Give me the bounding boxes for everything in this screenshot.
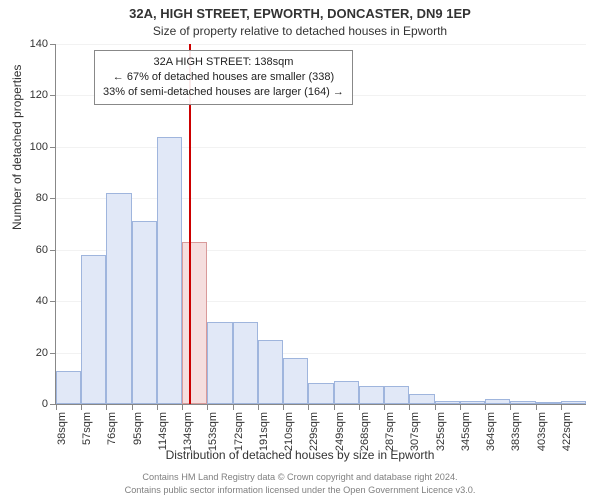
x-tick: [359, 404, 360, 410]
x-tick: [334, 404, 335, 410]
footer: Contains HM Land Registry data © Crown c…: [0, 471, 600, 496]
histogram-bar: [182, 242, 207, 404]
y-tick: [50, 147, 56, 148]
x-tick: [81, 404, 82, 410]
x-tick: [132, 404, 133, 410]
x-tick: [409, 404, 410, 410]
histogram-bar: [359, 386, 384, 404]
x-tick: [207, 404, 208, 410]
x-tick: [258, 404, 259, 410]
y-tick: [50, 44, 56, 45]
chart-subtitle: Size of property relative to detached ho…: [0, 24, 600, 38]
histogram-bar: [409, 394, 434, 404]
chart-title: 32A, HIGH STREET, EPWORTH, DONCASTER, DN…: [0, 6, 600, 21]
y-tick-label: 80: [36, 192, 48, 204]
x-tick: [485, 404, 486, 410]
x-tick: [460, 404, 461, 410]
x-tick: [561, 404, 562, 410]
grid-line: [56, 147, 586, 148]
histogram-bar: [157, 137, 182, 404]
y-tick: [50, 301, 56, 302]
x-tick: [283, 404, 284, 410]
histogram-bar: [460, 401, 485, 404]
x-tick: [435, 404, 436, 410]
y-tick-label: 100: [30, 141, 48, 153]
y-tick-label: 120: [30, 89, 48, 101]
x-tick: [157, 404, 158, 410]
histogram-bar: [283, 358, 308, 404]
chart-container: { "chart": { "type": "histogram", "title…: [0, 0, 600, 500]
histogram-bar: [510, 401, 535, 404]
grid-line: [56, 198, 586, 199]
histogram-bar: [384, 386, 409, 404]
histogram-bar: [334, 381, 359, 404]
y-tick: [50, 250, 56, 251]
histogram-bar: [56, 371, 81, 404]
histogram-bar: [106, 193, 131, 404]
y-tick: [50, 198, 56, 199]
histogram-bar: [207, 322, 232, 404]
y-axis-label: Number of detached properties: [10, 65, 24, 230]
histogram-bar: [258, 340, 283, 404]
histogram-bar: [435, 401, 460, 404]
y-tick-label: 0: [42, 398, 48, 410]
x-tick: [384, 404, 385, 410]
y-tick: [50, 95, 56, 96]
histogram-bar: [308, 383, 333, 404]
x-tick: [182, 404, 183, 410]
annotation-line-1: 32A HIGH STREET: 138sqm: [103, 55, 344, 70]
histogram-bar: [81, 255, 106, 404]
x-axis-label: Distribution of detached houses by size …: [0, 448, 600, 462]
annotation-line-2: ← 67% of detached houses are smaller (33…: [103, 70, 344, 85]
grid-line: [56, 44, 586, 45]
y-tick-label: 40: [36, 295, 48, 307]
histogram-bar: [132, 221, 157, 404]
y-tick-label: 20: [36, 347, 48, 359]
y-tick-label: 140: [30, 38, 48, 50]
annotation-line-3: 33% of semi-detached houses are larger (…: [103, 85, 344, 100]
annotation-box: 32A HIGH STREET: 138sqm ← 67% of detache…: [94, 50, 353, 105]
x-tick: [56, 404, 57, 410]
footer-line-1: Contains HM Land Registry data © Crown c…: [0, 471, 600, 483]
x-tick: [106, 404, 107, 410]
histogram-bar: [561, 401, 586, 404]
y-tick-label: 60: [36, 244, 48, 256]
x-tick: [308, 404, 309, 410]
footer-line-2: Contains public sector information licen…: [0, 484, 600, 496]
y-tick: [50, 353, 56, 354]
x-tick: [536, 404, 537, 410]
x-tick: [510, 404, 511, 410]
histogram-bar: [536, 402, 561, 404]
x-tick: [233, 404, 234, 410]
histogram-bar: [233, 322, 258, 404]
histogram-bar: [485, 399, 510, 404]
plot-area: 32A HIGH STREET: 138sqm ← 67% of detache…: [55, 44, 586, 405]
